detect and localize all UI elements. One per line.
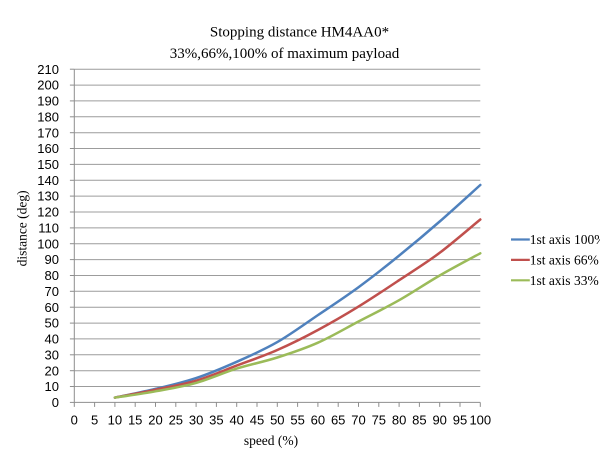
svg-text:45: 45 xyxy=(250,413,264,428)
svg-text:20: 20 xyxy=(148,413,162,428)
svg-text:210: 210 xyxy=(37,62,59,77)
svg-text:15: 15 xyxy=(128,413,142,428)
svg-text:1st axis 33%: 1st axis 33% xyxy=(530,273,599,288)
svg-text:40: 40 xyxy=(229,413,243,428)
svg-text:0: 0 xyxy=(52,395,59,410)
svg-text:95: 95 xyxy=(453,413,467,428)
svg-text:80: 80 xyxy=(392,413,406,428)
svg-text:10: 10 xyxy=(108,413,122,428)
svg-text:50: 50 xyxy=(45,316,59,331)
svg-text:90: 90 xyxy=(432,413,446,428)
svg-text:200: 200 xyxy=(37,78,59,93)
svg-text:60: 60 xyxy=(311,413,325,428)
svg-text:50: 50 xyxy=(270,413,284,428)
svg-text:25: 25 xyxy=(169,413,183,428)
svg-text:0: 0 xyxy=(71,413,78,428)
svg-text:5: 5 xyxy=(91,413,98,428)
svg-text:40: 40 xyxy=(45,332,59,347)
svg-text:65: 65 xyxy=(331,413,345,428)
svg-text:1st axis 100%: 1st axis 100% xyxy=(530,232,600,247)
svg-text:70: 70 xyxy=(45,284,59,299)
svg-text:30: 30 xyxy=(45,347,59,362)
svg-text:75: 75 xyxy=(372,413,386,428)
svg-text:speed (%): speed (%) xyxy=(244,433,298,448)
svg-text:1st axis 66%: 1st axis 66% xyxy=(530,253,599,268)
svg-text:100: 100 xyxy=(37,236,59,251)
svg-text:160: 160 xyxy=(37,141,59,156)
svg-text:120: 120 xyxy=(37,205,59,220)
svg-text:60: 60 xyxy=(45,300,59,315)
svg-text:150: 150 xyxy=(37,157,59,172)
svg-text:85: 85 xyxy=(412,413,426,428)
svg-text:130: 130 xyxy=(37,189,59,204)
svg-text:55: 55 xyxy=(290,413,304,428)
svg-text:Stopping distance HM4AA0*: Stopping distance HM4AA0* xyxy=(210,24,389,40)
svg-text:30: 30 xyxy=(189,413,203,428)
svg-text:190: 190 xyxy=(37,94,59,109)
svg-text:180: 180 xyxy=(37,109,59,124)
svg-text:70: 70 xyxy=(351,413,365,428)
svg-text:100: 100 xyxy=(469,413,491,428)
svg-text:80: 80 xyxy=(45,268,59,283)
svg-text:35: 35 xyxy=(209,413,223,428)
svg-text:20: 20 xyxy=(45,363,59,378)
svg-text:170: 170 xyxy=(37,125,59,140)
svg-text:90: 90 xyxy=(45,252,59,267)
svg-text:140: 140 xyxy=(37,173,59,188)
svg-text:110: 110 xyxy=(38,221,59,236)
svg-text:10: 10 xyxy=(45,379,59,394)
svg-text:distance (deg): distance (deg) xyxy=(14,190,29,266)
svg-text:33%,66%,100% of maximum payloa: 33%,66%,100% of maximum payload xyxy=(170,46,400,62)
